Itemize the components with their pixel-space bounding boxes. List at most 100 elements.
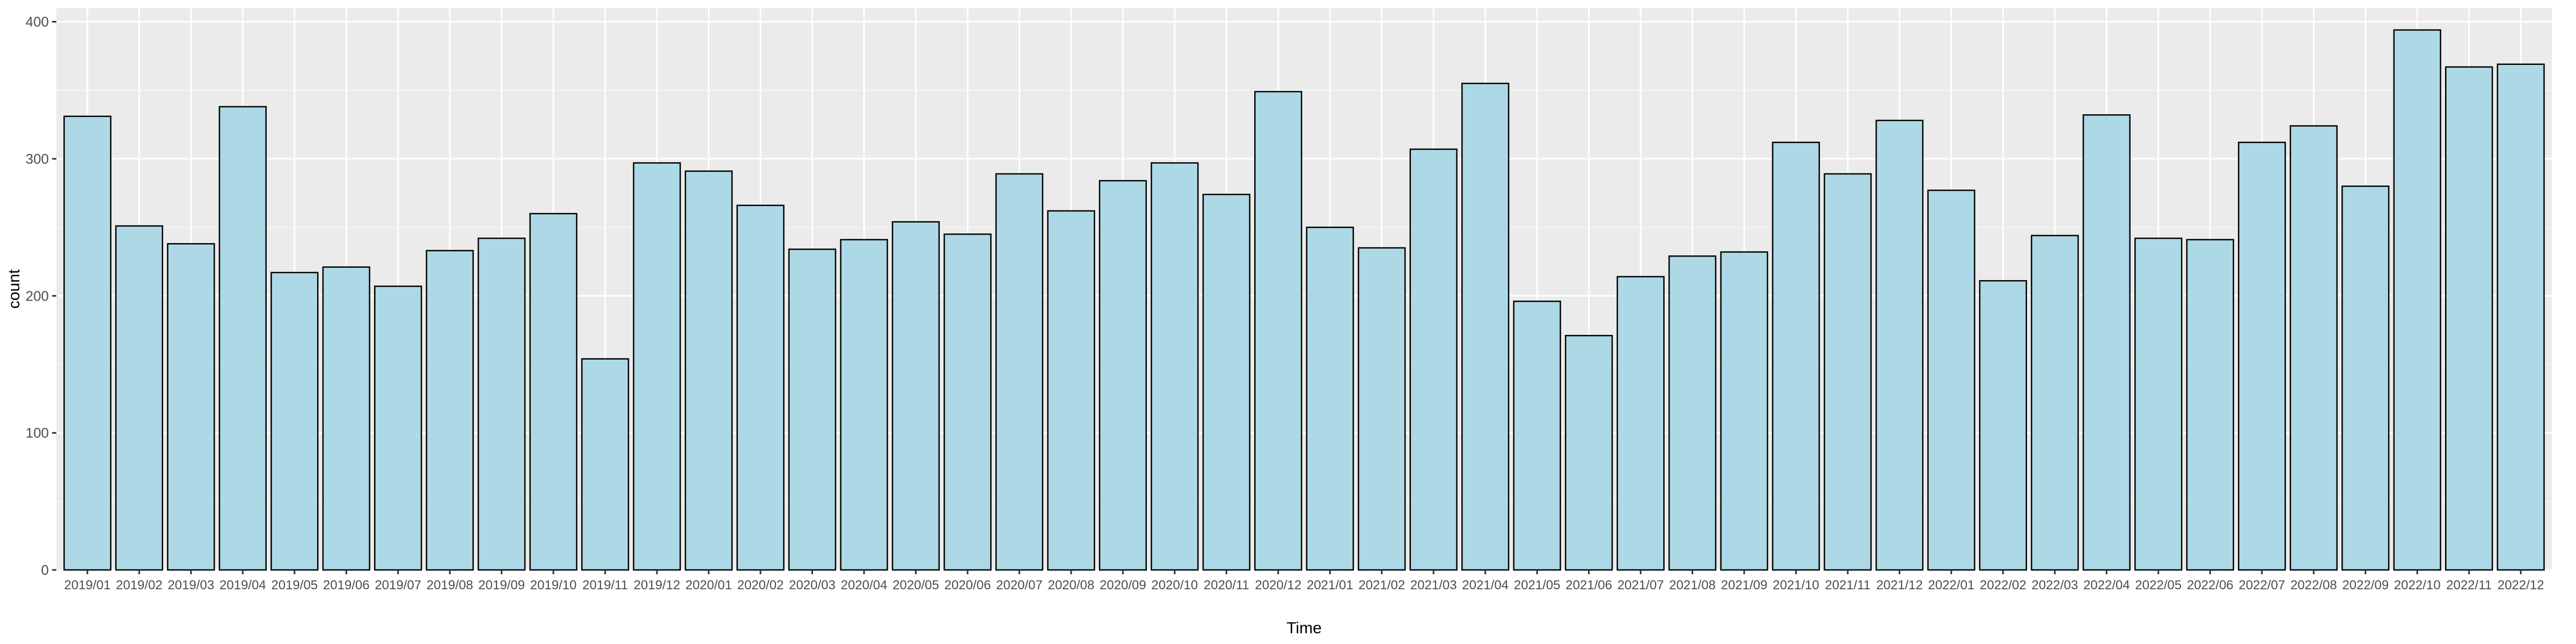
bar [1151, 162, 1199, 571]
bar [1875, 120, 1924, 571]
bar [115, 225, 164, 571]
y-tick-label: 400 [26, 14, 49, 30]
bar [529, 213, 577, 571]
bar [840, 239, 888, 571]
bar [2031, 235, 2079, 571]
x-tick-label: 2022/01 [1928, 578, 1975, 592]
x-tick-label: 2020/05 [892, 578, 939, 592]
x-tick-label: 2021/02 [1358, 578, 1405, 592]
y-tick-label: 0 [41, 562, 49, 578]
x-tick-label: 2020/10 [1151, 578, 1198, 592]
bar [1616, 276, 1665, 571]
y-tick-label: 200 [26, 288, 49, 304]
x-tick-label: 2020/11 [1204, 578, 1249, 592]
x-tick-label: 2022/02 [1980, 578, 2026, 592]
bar [1409, 148, 1458, 571]
y-axis-title: count [5, 269, 23, 309]
bar [788, 248, 837, 571]
bar [1772, 142, 1820, 571]
bar [2134, 237, 2183, 571]
x-tick-label: 2021/10 [1773, 578, 1819, 592]
x-tick-label: 2020/04 [841, 578, 888, 592]
bar [2445, 66, 2493, 571]
x-tick-label: 2020/07 [996, 578, 1043, 592]
x-tick-label: 2022/12 [2498, 578, 2544, 592]
x-tick-label: 2019/05 [271, 578, 318, 592]
bar [943, 233, 992, 571]
bar [1720, 251, 1768, 571]
bar [1254, 91, 1302, 571]
bar [478, 237, 526, 571]
bar [1824, 173, 1872, 571]
bar [426, 250, 474, 571]
x-tick-label: 2022/08 [2290, 578, 2337, 592]
x-tick-label: 2019/02 [116, 578, 163, 592]
bar [218, 106, 267, 571]
bar [1668, 255, 1717, 571]
bar [1513, 301, 1561, 571]
x-tick-label: 2019/08 [427, 578, 473, 592]
bars [63, 29, 2545, 571]
x-tick-label: 2019/07 [375, 578, 421, 592]
x-tick-label: 2019/12 [634, 578, 680, 592]
x-tick-label: 2020/02 [737, 578, 784, 592]
bar [1979, 280, 2028, 571]
y-tick-label: 300 [26, 151, 49, 167]
bar [270, 272, 319, 571]
x-tick-label: 2022/05 [2135, 578, 2182, 592]
bar [2238, 142, 2286, 571]
x-tick-label: 2019/01 [64, 578, 111, 592]
bar [1099, 180, 1147, 571]
x-tick-label: 2022/06 [2187, 578, 2234, 592]
bar [2341, 185, 2390, 571]
bar [322, 266, 370, 571]
x-tick-label: 2022/11 [2446, 578, 2492, 592]
x-tick-label: 2020/03 [789, 578, 836, 592]
bar [2497, 63, 2545, 571]
x-tick-label: 2022/04 [2083, 578, 2130, 592]
bar [63, 115, 112, 571]
x-tick-label: 2019/03 [167, 578, 214, 592]
x-tick-label: 2020/12 [1255, 578, 1301, 592]
bar [684, 170, 733, 571]
x-tick-label: 2021/01 [1307, 578, 1353, 592]
bar [1202, 194, 1250, 571]
x-tick-label: 2021/05 [1514, 578, 1561, 592]
bar [1047, 210, 1095, 571]
x-axis: 2019/01 2019/02 2019/03 2019/04 2019/05 2019/… [64, 570, 2544, 592]
x-tick-label: 2021/04 [1462, 578, 1509, 592]
bar [633, 162, 681, 571]
x-tick-label: 2020/09 [1100, 578, 1146, 592]
x-tick-label: 2019/09 [478, 578, 525, 592]
x-tick-label: 2021/09 [1721, 578, 1768, 592]
x-tick-label: 2021/12 [1876, 578, 1923, 592]
y-tick-label: 100 [26, 425, 49, 441]
x-axis-title: Time [1286, 619, 1322, 637]
bar [374, 286, 422, 571]
bar [581, 358, 630, 571]
x-tick-label: 2021/11 [1825, 578, 1870, 592]
bar [995, 173, 1044, 571]
bar [167, 243, 215, 571]
x-tick-label: 2022/10 [2394, 578, 2441, 592]
x-tick-label: 2020/08 [1048, 578, 1094, 592]
x-tick-label: 2021/03 [1410, 578, 1457, 592]
x-tick-label: 2021/06 [1565, 578, 1612, 592]
x-tick-label: 2022/09 [2342, 578, 2389, 592]
bar [2289, 125, 2338, 571]
bar [1306, 226, 1354, 571]
bar [2082, 114, 2131, 571]
x-tick-label: 2022/07 [2238, 578, 2285, 592]
x-tick-label: 2021/07 [1618, 578, 1664, 592]
x-tick-label: 2021/08 [1669, 578, 1716, 592]
bar [736, 204, 785, 571]
bar [2393, 29, 2441, 571]
x-tick-label: 2022/03 [2031, 578, 2078, 592]
y-axis: 0 100 200 300 400 [26, 14, 56, 578]
bar [1564, 335, 1613, 571]
bar [1927, 189, 1975, 571]
bar [1358, 247, 1406, 571]
x-tick-label: 2019/10 [530, 578, 577, 592]
bar [891, 221, 940, 571]
